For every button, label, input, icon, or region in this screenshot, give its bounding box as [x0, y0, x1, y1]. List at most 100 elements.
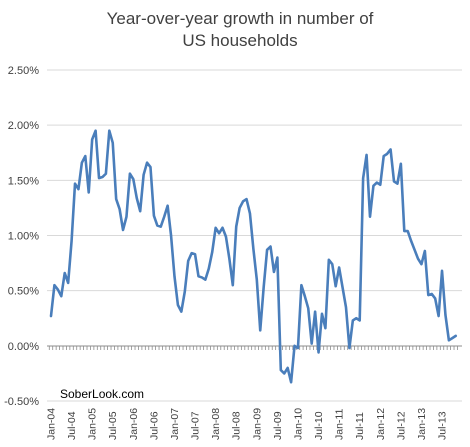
- x-tick-label: Jan-12: [375, 408, 387, 440]
- data-point: [262, 286, 264, 288]
- data-point: [437, 315, 439, 317]
- data-point: [101, 176, 103, 178]
- data-point: [283, 372, 285, 374]
- data-point: [94, 129, 96, 131]
- data-point: [324, 327, 326, 329]
- x-tick-label: Jul-08: [231, 411, 243, 440]
- data-point: [166, 205, 168, 207]
- series-line: [49, 129, 458, 384]
- y-tick-label: 1.00%: [8, 231, 39, 243]
- x-tick-label: Jan-11: [334, 409, 346, 440]
- data-point: [146, 161, 148, 163]
- data-point: [50, 315, 52, 317]
- data-point: [77, 188, 79, 190]
- data-point: [187, 260, 189, 262]
- x-tick-label: Jan-04: [46, 408, 58, 440]
- data-point: [201, 276, 203, 278]
- data-point: [259, 329, 261, 331]
- series-group: [49, 129, 458, 384]
- data-point: [125, 216, 127, 218]
- data-point: [420, 263, 422, 265]
- data-point: [238, 207, 240, 209]
- y-tick-label: 2.50%: [8, 65, 39, 77]
- data-point: [81, 161, 83, 163]
- data-point: [118, 208, 120, 210]
- data-point: [153, 214, 155, 216]
- data-point: [393, 180, 395, 182]
- x-tick-label: Jul-04: [66, 411, 78, 440]
- x-tick-label: Jan-05: [87, 408, 99, 440]
- data-point: [355, 317, 357, 319]
- data-point: [314, 310, 316, 312]
- x-tick-label: Jan-09: [251, 408, 263, 440]
- data-point: [297, 347, 299, 349]
- x-tick-label: Jul-13: [437, 411, 449, 440]
- data-point: [91, 138, 93, 140]
- data-point: [225, 235, 227, 237]
- data-point: [407, 230, 409, 232]
- data-point: [379, 184, 381, 186]
- data-point: [177, 304, 179, 306]
- data-point: [204, 278, 206, 280]
- data-point: [448, 339, 450, 341]
- data-point: [266, 249, 268, 251]
- data-point: [221, 227, 223, 229]
- y-tick-label: -0.50%: [4, 396, 39, 408]
- y-tick-label: 2.00%: [8, 120, 39, 132]
- data-point: [400, 163, 402, 165]
- data-point: [211, 251, 213, 253]
- data-point: [403, 230, 405, 232]
- chart-title: Year-over-year growth in number of US ho…: [60, 8, 420, 52]
- data-point: [122, 229, 124, 231]
- data-point: [214, 227, 216, 229]
- data-point: [365, 154, 367, 156]
- data-point: [444, 314, 446, 316]
- data-point: [129, 173, 131, 175]
- data-point: [60, 295, 62, 297]
- data-point: [139, 210, 141, 212]
- data-point: [273, 271, 275, 273]
- data-point: [427, 294, 429, 296]
- y-tick-label: 0.50%: [8, 286, 39, 298]
- data-point: [352, 319, 354, 321]
- data-point: [173, 275, 175, 277]
- data-point: [424, 250, 426, 252]
- data-point: [362, 177, 364, 179]
- x-tick-label: Jan-10: [292, 408, 304, 440]
- data-point: [249, 212, 251, 214]
- data-point: [372, 185, 374, 187]
- source-annotation: SoberLook.com: [60, 387, 144, 401]
- data-point: [413, 249, 415, 251]
- data-point: [136, 197, 138, 199]
- data-point: [115, 198, 117, 200]
- y-tick-label: 1.50%: [8, 175, 39, 187]
- x-tick-label: Jul-11: [354, 412, 366, 440]
- data-point: [383, 155, 385, 157]
- data-point: [232, 284, 234, 286]
- data-point: [67, 282, 69, 284]
- data-point: [389, 148, 391, 150]
- data-point: [417, 257, 419, 259]
- x-tick-label: Jan-07: [169, 408, 181, 440]
- x-tick-label: Jul-12: [395, 411, 407, 440]
- x-axis: Jan-04 Jul-04 Jan-05 Jul-05 Jan-06 Jul-06 Jan-…: [46, 345, 462, 440]
- data-point: [180, 310, 182, 312]
- data-point: [57, 288, 59, 290]
- data-point: [328, 259, 330, 261]
- data-point: [156, 224, 158, 226]
- data-point: [280, 369, 282, 371]
- data-point: [290, 381, 292, 383]
- data-point: [64, 272, 66, 274]
- data-point: [197, 275, 199, 277]
- data-point: [307, 307, 309, 309]
- data-point: [88, 191, 90, 193]
- data-point: [431, 293, 433, 295]
- data-point: [70, 240, 72, 242]
- data-point: [228, 257, 230, 259]
- data-point: [163, 216, 165, 218]
- data-point: [317, 351, 319, 353]
- y-tick-label: 0.00%: [8, 341, 39, 353]
- data-point: [441, 270, 443, 272]
- data-point: [348, 347, 350, 349]
